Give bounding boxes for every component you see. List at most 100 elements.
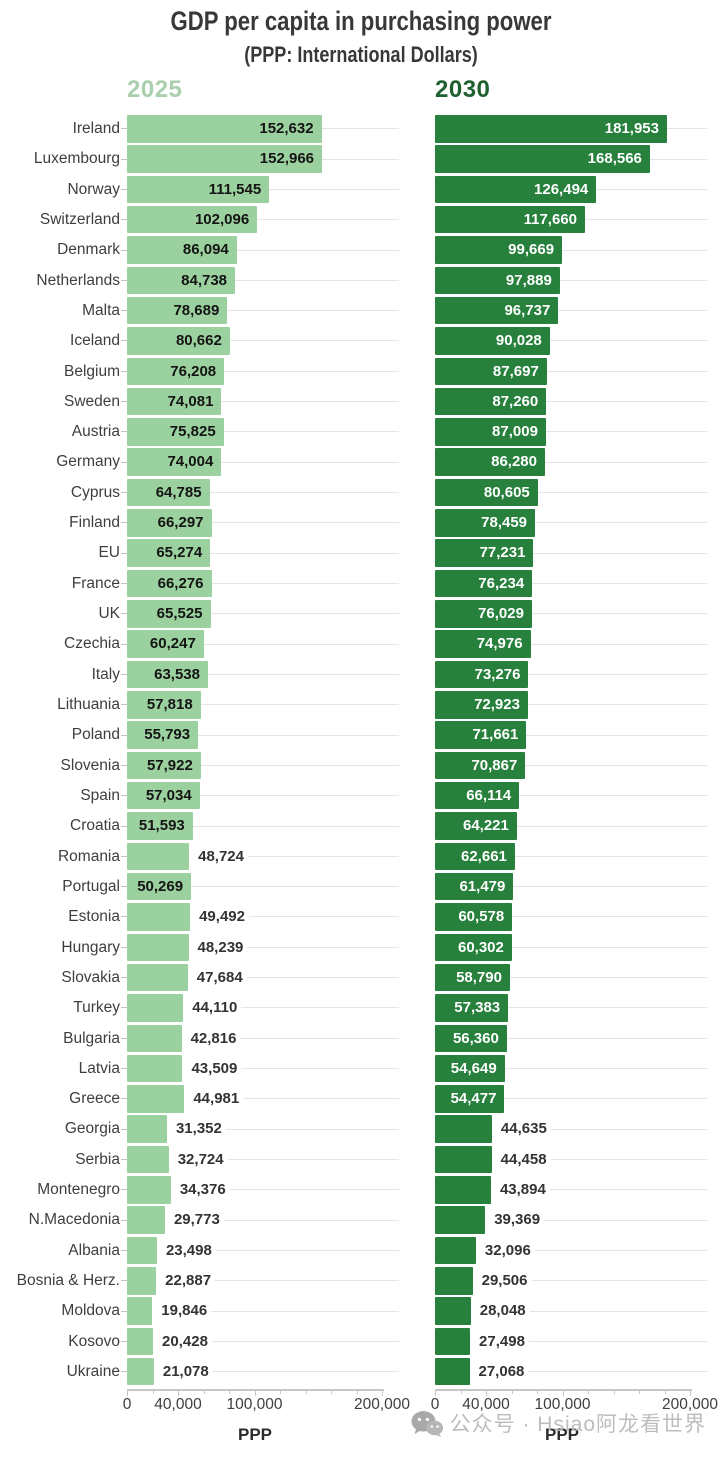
bar-2030-croatia [435,812,517,840]
bar-2025-lithuania [127,691,201,719]
bar-2030-estonia [435,903,513,931]
y-tick [121,825,127,827]
bar-value-label: 22,887 [156,1267,216,1295]
bar-value-label: 152,966 [259,150,315,168]
y-tick [121,1007,127,1009]
gridline [435,886,707,888]
y-tick [121,1340,127,1342]
bar-2025-estonia [127,903,191,931]
bar-value-label: 64,221 [462,817,509,835]
category-label: Lithuania [57,696,120,714]
category-label: Albania [68,1241,120,1259]
bar-value-label: 76,029 [478,605,524,623]
bar-value-label: 28,048 [470,1297,530,1325]
bar-value-label: 99,669 [508,241,555,259]
category-label: Cyprus [70,483,120,501]
gridline [127,764,399,766]
x-tick-major [178,1390,179,1396]
bar-2025-switzerland [127,205,258,234]
category-label: Iceland [70,332,120,350]
gridline [127,461,399,463]
gridline [435,279,707,281]
bar-value-label: 71,661 [472,726,519,744]
x-tick-minor [460,1390,462,1394]
bar-2025-ireland [127,115,322,143]
bar-2025-malta [127,296,228,325]
category-label: Ukraine [66,1362,120,1380]
gridline [435,977,707,979]
category-label: Slovakia [61,968,120,986]
y-tick [121,795,127,797]
bar-2030-slovakia [435,963,510,992]
bar-2030-bosnia-herz- [435,1267,473,1295]
x-tick-label: 200,000 [353,1396,411,1413]
bar-2030-switzerland [435,205,586,234]
x-tick-minor [229,1390,230,1394]
x-tick-minor [664,1390,666,1394]
bar-value-label: 39,369 [485,1206,545,1234]
bar-value-label: 55,793 [144,726,191,744]
watermark-text: 公众号 · Hsiao阿龙看世界 [449,1413,706,1436]
bar-2030-germany [435,448,545,476]
bar-value-label: 61,479 [459,877,506,895]
y-tick [121,1249,127,1251]
bar-2030-poland [435,721,527,749]
y-tick [121,613,127,615]
bar-value-label: 32,096 [475,1236,535,1265]
bar-2025-slovakia [127,963,188,992]
bar-2030-ireland [435,115,667,143]
x-tick-label: 200,000 [661,1396,719,1413]
category-label: EU [98,544,120,562]
gridline [435,401,707,403]
gridline [127,1098,399,1100]
bar-value-label: 97,889 [505,271,552,289]
bar-value-label: 74,004 [167,453,214,471]
x-tick-minor [588,1390,589,1394]
bar-value-label: 42,816 [181,1024,241,1052]
bar-2030-iceland [435,327,550,355]
bar-value-label: 44,110 [183,994,242,1022]
gridline [127,249,399,251]
bar-value-label: 75,825 [169,423,216,441]
bar-value-label: 34,376 [170,1176,230,1204]
gridline [127,977,399,979]
bar-2025-kosovo [127,1327,154,1356]
bar-value-label: 29,773 [164,1206,224,1234]
gridline [435,704,707,706]
category-label: Netherlands [36,271,120,289]
gridline [127,340,399,342]
bar-value-label: 44,458 [491,1145,551,1174]
x-tick-major [562,1390,564,1396]
gridline [127,673,399,675]
category-label: Montenegro [37,1181,120,1199]
bar-value-label: 23,498 [156,1236,216,1265]
x-tick-minor [356,1390,358,1394]
y-tick [121,1159,127,1161]
bar-value-label: 32,724 [168,1145,228,1174]
gridline [435,613,707,615]
bar-2025-montenegro [127,1176,171,1204]
y-tick [121,1037,127,1039]
bar-2030-hungary [435,933,512,962]
y-tick [121,340,127,342]
gridline [435,946,707,948]
x-tick-major [486,1390,487,1396]
bar-value-label: 29,506 [472,1267,532,1295]
bar-2025-czechia [127,630,204,658]
bar-2030-serbia [435,1145,492,1174]
category-label: Austria [71,423,120,441]
gridline [127,583,399,584]
bar-value-label: 86,280 [491,453,537,471]
x-tick-major [435,1390,436,1396]
x-tick-label: 100,000 [534,1396,591,1413]
bar-value-label: 152,632 [259,120,314,137]
bar-value-label: 27,068 [469,1357,529,1386]
gridline [435,461,707,463]
gridline [127,219,399,221]
bar-value-label: 50,269 [137,877,184,895]
bar-value-label: 57,383 [454,999,501,1017]
category-label: Belgium [64,362,120,380]
watermark: 公众号 · Hsiao阿龙看世界 [411,1408,706,1438]
bar-2025-slovenia [127,751,201,780]
category-label: Malta [82,301,120,319]
